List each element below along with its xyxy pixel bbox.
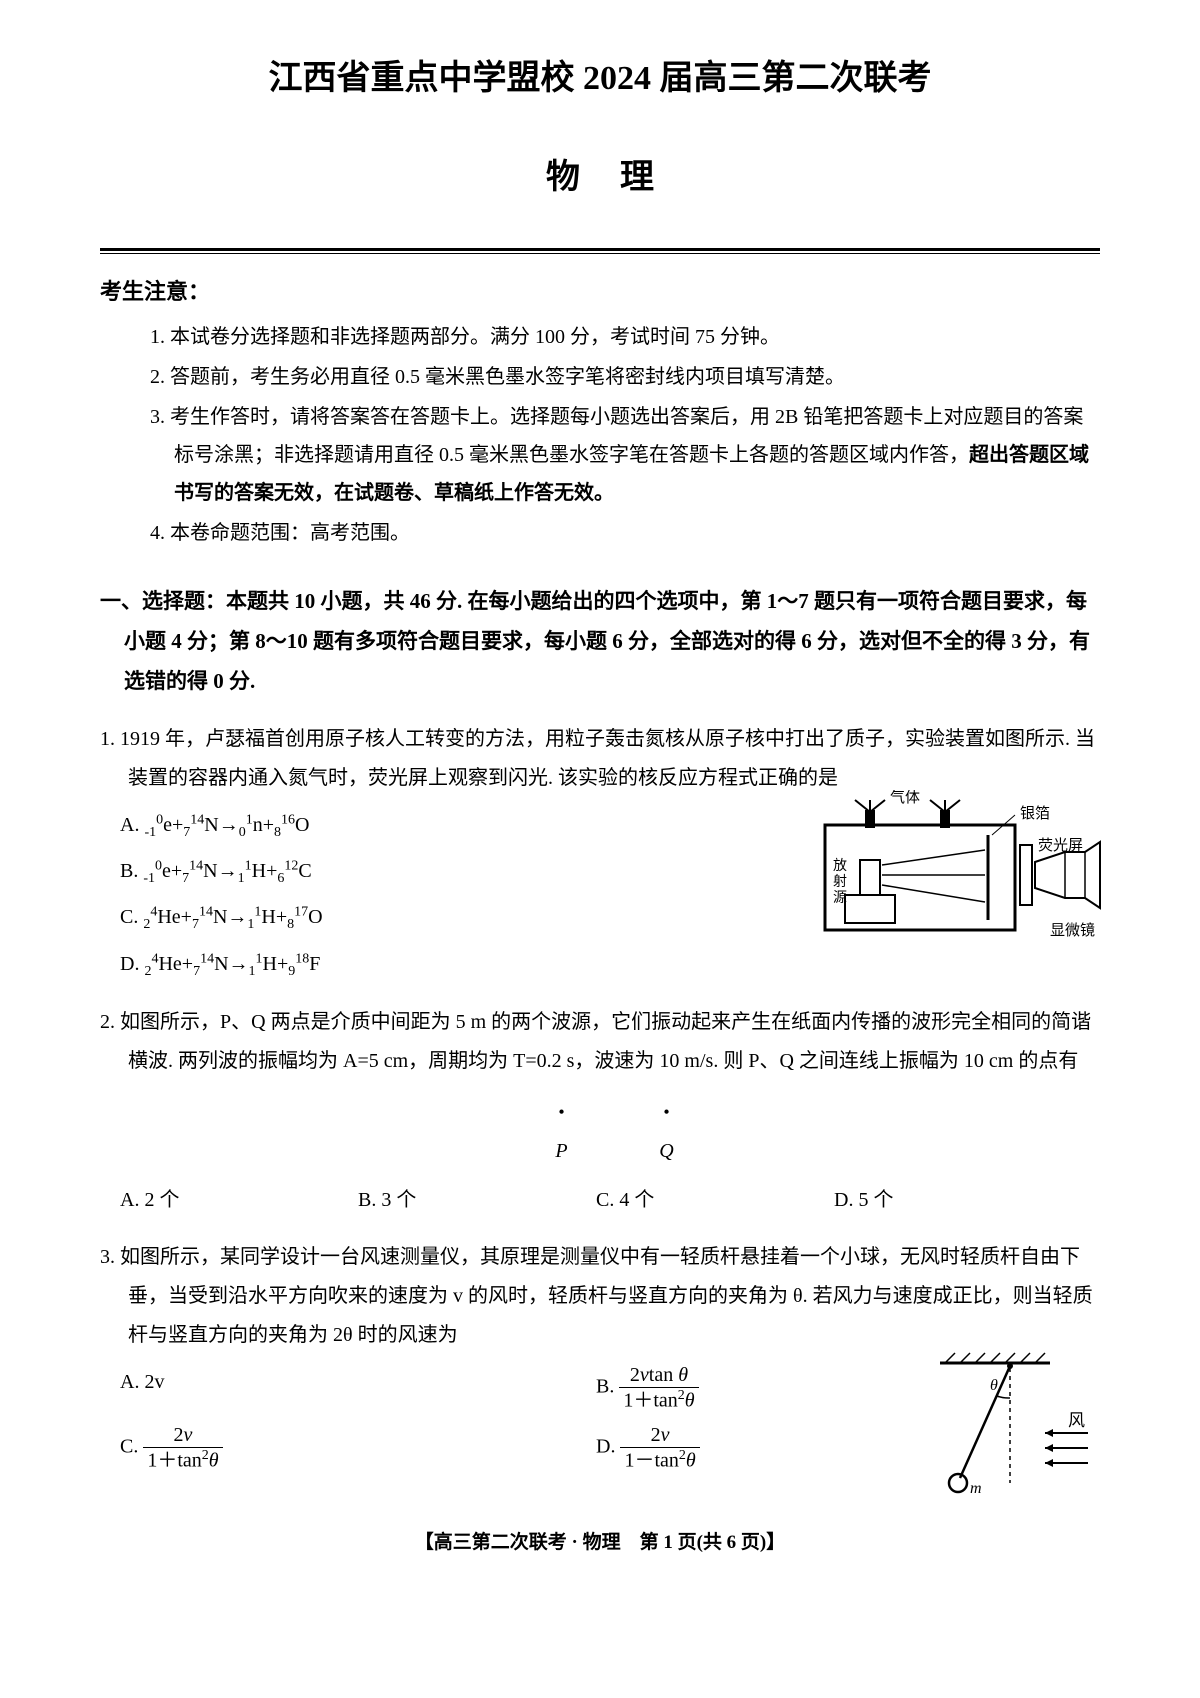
notice-3-text: 3. 考生作答时，请将答案答在答题卡上。选择题每小题选出答案后，用 2B 铅笔把… bbox=[150, 406, 1083, 466]
exam-title: 江西省重点中学盟校 2024 届高三第二次联考 bbox=[100, 50, 1100, 99]
svg-text:m: m bbox=[970, 1480, 982, 1497]
q1-c-label: C. bbox=[120, 906, 143, 928]
notice-2: 2. 答题前，考生务必用直径 0.5 毫米黑色墨水签字笔将密封线内项目填写清楚。 bbox=[150, 358, 1100, 396]
svg-text:射: 射 bbox=[833, 874, 847, 890]
notice-1: 1. 本试卷分选择题和非选择题两部分。满分 100 分，考试时间 75 分钟。 bbox=[150, 318, 1100, 356]
notice-3: 3. 考生作答时，请将答案答在答题卡上。选择题每小题选出答案后，用 2B 铅笔把… bbox=[150, 398, 1100, 512]
subject-title: 物理 bbox=[100, 149, 1100, 198]
svg-text:源: 源 bbox=[833, 890, 847, 906]
q2-opt-d: D. 5 个 bbox=[862, 1181, 1100, 1220]
q3-text: 3. 如图所示，某同学设计一台风速测量仪，其原理是测量仪中有一轻质杆悬挂着一个小… bbox=[128, 1238, 1100, 1355]
divider-rule bbox=[100, 248, 1100, 254]
q3-opt-a: A. 2v bbox=[148, 1363, 624, 1413]
q2-opt-c: C. 4 个 bbox=[624, 1181, 862, 1220]
question-3: 3. 如图所示，某同学设计一台风速测量仪，其原理是测量仪中有一轻质杆悬挂着一个小… bbox=[100, 1238, 1100, 1482]
question-1: 1. 1919 年，卢瑟福首创用原子核人工转变的方法，用粒子轰击氮核从原子核中打… bbox=[100, 720, 1100, 985]
q1-b-formula: -10e+714N→11H+612C bbox=[143, 860, 311, 882]
q3-a-text: A. 2v bbox=[120, 1371, 164, 1393]
q1-c-formula: 24He+714N→11H+817O bbox=[143, 906, 322, 928]
q2-options: A. 2 个 B. 3 个 C. 4 个 D. 5 个 bbox=[128, 1181, 1100, 1220]
svg-text:θ: θ bbox=[990, 1377, 998, 1394]
q1-d-formula: 24He+714N→11H+918F bbox=[144, 953, 320, 975]
q1-d-label: D. bbox=[120, 953, 144, 975]
q3-diagram: θ m 风 bbox=[920, 1348, 1090, 1508]
q2-q-label: Q bbox=[659, 1140, 673, 1162]
q2-text: 2. 如图所示，P、Q 两点是介质中间距为 5 m 的两个波源，它们振动起来产生… bbox=[128, 1003, 1100, 1081]
notice-4: 4. 本卷命题范围：高考范围。 bbox=[150, 514, 1100, 552]
svg-text:风: 风 bbox=[1068, 1411, 1085, 1430]
svg-text:显微镜: 显微镜 bbox=[1050, 921, 1095, 939]
notice-list: 1. 本试卷分选择题和非选择题两部分。满分 100 分，考试时间 75 分钟。 … bbox=[100, 318, 1100, 552]
q1-opt-d: D. 24He+714N→11H+918F bbox=[148, 945, 1100, 985]
svg-text:放: 放 bbox=[833, 858, 847, 874]
q2-opt-b: B. 3 个 bbox=[386, 1181, 624, 1220]
q1-a-label: A. bbox=[120, 814, 144, 836]
q1-a-formula: -10e+714N→01n+816O bbox=[144, 814, 309, 836]
q2-diagram: •P •Q bbox=[128, 1093, 1100, 1171]
notice-header: 考生注意： bbox=[100, 274, 1100, 306]
q1-text: 1. 1919 年，卢瑟福首创用原子核人工转变的方法，用粒子轰击氮核从原子核中打… bbox=[128, 720, 1100, 798]
svg-text:银箔: 银箔 bbox=[1020, 805, 1050, 822]
question-2: 2. 如图所示，P、Q 两点是介质中间距为 5 m 的两个波源，它们振动起来产生… bbox=[100, 1003, 1100, 1220]
q1-diagram: 气体 放 射 源 银箔 荧光屏 显微镜 bbox=[820, 790, 1110, 940]
q2-p-label: P bbox=[555, 1140, 567, 1162]
q1-b-label: B. bbox=[120, 860, 143, 882]
svg-text:气体: 气体 bbox=[890, 790, 920, 806]
section-1-header: 一、选择题：本题共 10 小题，共 46 分. 在每小题给出的四个选项中，第 1… bbox=[100, 582, 1100, 702]
q3-opt-c: C. 2v1＋tan2θ bbox=[148, 1423, 624, 1473]
page-footer: 【高三第二次联考 · 物理 第 1 页(共 6 页)】 bbox=[100, 1527, 1100, 1554]
q2-opt-a: A. 2 个 bbox=[148, 1181, 386, 1220]
